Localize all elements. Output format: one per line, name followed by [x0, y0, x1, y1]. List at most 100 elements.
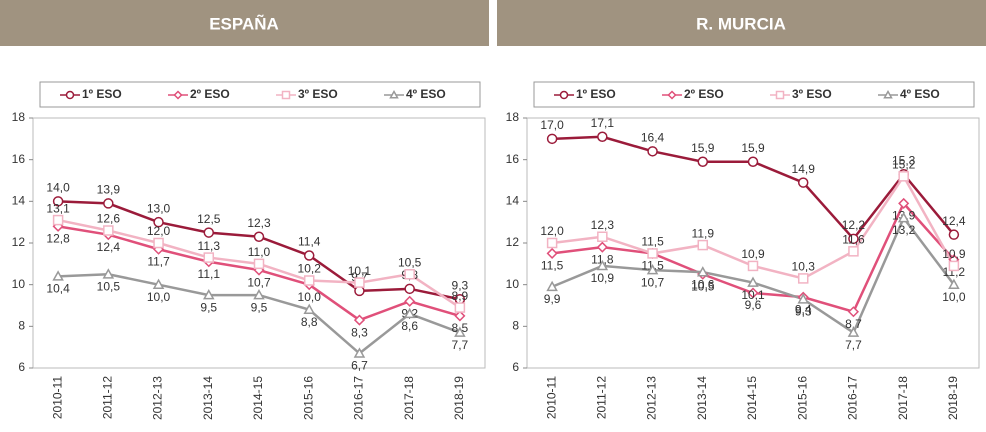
value-label: 10,9	[591, 271, 615, 285]
value-label: 12,2	[842, 218, 866, 232]
value-label: 10,0	[298, 290, 322, 304]
value-label: 7,7	[452, 338, 469, 352]
value-label: 10,5	[97, 279, 121, 293]
value-label: 10,7	[247, 275, 271, 289]
marker	[253, 289, 265, 300]
value-label: 15,9	[691, 141, 715, 155]
value-label: 8,6	[401, 319, 418, 333]
x-tick-label: 2013-14	[695, 376, 709, 420]
marker	[559, 90, 569, 100]
x-tick-label: 2016-17	[352, 376, 366, 420]
marker	[303, 250, 315, 261]
marker	[596, 259, 609, 271]
marker	[103, 198, 114, 209]
marker	[546, 280, 558, 292]
marker	[102, 268, 115, 279]
value-label: 8,3	[351, 325, 368, 339]
value-label: 8,7	[845, 317, 862, 331]
x-tick-label: 2011-12	[595, 376, 609, 419]
value-label: 10,5	[691, 279, 715, 293]
value-label: 11,8	[591, 252, 614, 266]
x-tick-label: 2012-13	[645, 376, 659, 420]
marker	[848, 246, 859, 257]
marker	[52, 196, 64, 207]
legend-label: 3º ESO	[792, 87, 832, 101]
value-label: 8,9	[452, 289, 469, 303]
value-label: 10,2	[298, 262, 322, 276]
x-tick-label: 2017-18	[896, 376, 910, 420]
y-tick-label: 6	[512, 360, 519, 374]
marker	[797, 273, 809, 284]
value-label: 10,3	[792, 260, 816, 274]
value-label: 9,9	[544, 292, 561, 306]
marker	[303, 303, 315, 315]
header-bar	[497, 0, 986, 46]
value-label: 8,8	[301, 315, 318, 329]
y-tick-label: 14	[506, 194, 520, 208]
value-label: 12,6	[97, 212, 121, 226]
legend-label: 1º ESO	[576, 87, 616, 101]
value-label: 12,0	[147, 224, 171, 238]
y-tick-label: 18	[506, 110, 520, 124]
marker	[354, 277, 365, 288]
value-label: 10,4	[46, 282, 70, 296]
marker	[847, 306, 860, 318]
value-label: 11,3	[198, 239, 221, 253]
value-label: 13,9	[97, 183, 121, 197]
value-label: 17,0	[540, 118, 564, 132]
marker	[848, 233, 859, 245]
marker	[596, 241, 608, 253]
marker	[897, 211, 910, 223]
marker	[597, 131, 608, 142]
marker	[281, 90, 291, 100]
marker	[404, 295, 416, 307]
y-tick-label: 14	[12, 194, 26, 208]
marker	[103, 225, 114, 236]
marker	[353, 314, 366, 326]
legend-label: 1º ESO	[82, 87, 122, 101]
x-tick-label: 2011-12	[101, 376, 115, 419]
x-tick-label: 2014-15	[251, 376, 265, 420]
marker	[152, 278, 165, 290]
value-label: 11,9	[692, 226, 715, 240]
value-label: 9,3	[795, 304, 812, 318]
value-label: 9,4	[795, 302, 812, 316]
marker	[597, 231, 608, 242]
marker	[454, 326, 466, 337]
value-label: 13,2	[892, 223, 916, 237]
marker	[747, 287, 759, 299]
marker	[173, 90, 183, 100]
value-label: 10,5	[398, 255, 422, 269]
x-tick-label: 2017-18	[402, 376, 416, 420]
value-label: 11,6	[842, 233, 865, 247]
y-tick-label: 10	[506, 277, 520, 291]
marker	[353, 347, 366, 358]
marker	[454, 310, 466, 322]
x-tick-label: 2014-15	[745, 376, 759, 420]
marker	[153, 216, 164, 228]
value-label: 13,0	[147, 201, 171, 215]
marker	[747, 260, 759, 272]
marker	[667, 90, 677, 100]
value-label: 11,0	[248, 245, 271, 259]
value-label: 11,4	[298, 235, 321, 249]
value-label: 15,2	[892, 158, 916, 172]
marker	[404, 269, 415, 280]
marker	[546, 247, 558, 259]
legend-label: 3º ESO	[298, 87, 338, 101]
chart-title: R. MURCIA	[696, 14, 786, 33]
x-tick-label: 2013-14	[201, 376, 215, 420]
value-label: 14,9	[792, 162, 816, 176]
y-tick-label: 18	[12, 110, 26, 124]
marker	[883, 89, 893, 99]
legend-label: 2º ESO	[190, 87, 230, 101]
marker	[454, 302, 466, 313]
value-label: 10,1	[741, 288, 765, 302]
value-label: 10,0	[942, 290, 966, 304]
value-label: 10,9	[942, 247, 966, 261]
value-label: 9,3	[452, 278, 469, 292]
value-label: 10,7	[641, 275, 665, 289]
marker	[747, 156, 759, 167]
